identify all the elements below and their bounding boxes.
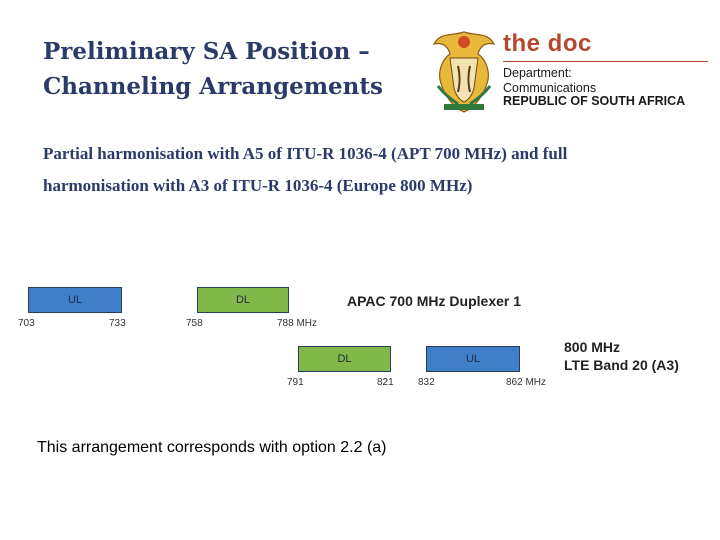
apac-ul-label: UL <box>67 294 83 306</box>
option-note: This arrangement corresponds with option… <box>37 439 387 456</box>
lte-ul-block: UL <box>426 346 520 372</box>
lte-dl-label: DL <box>337 353 352 365</box>
logo-dept-line-1: Department: <box>503 66 572 80</box>
lte-freq-832: 832 <box>418 377 435 388</box>
apac-freq-733: 733 <box>109 318 126 329</box>
logo-country: REPUBLIC OF SOUTH AFRICA <box>503 94 686 108</box>
lte-band-label-line-2: LTE Band 20 (A3) <box>564 357 679 373</box>
lte-freq-821: 821 <box>377 377 394 388</box>
coat-of-arms-icon <box>432 31 496 113</box>
lte-freq-791: 791 <box>287 377 304 388</box>
lte-band-label-line-1: 800 MHz <box>564 339 621 355</box>
lte-freq-862: 862 MHz <box>506 377 547 388</box>
lte-dl-block: DL <box>298 346 391 372</box>
logo-brand: the doc <box>503 30 592 57</box>
doc-logo: the doc Department: Communications REPUB… <box>430 28 708 114</box>
subtitle-line-1: Partial harmonisation with A5 of ITU-R 1… <box>43 144 568 163</box>
apac-dl-block: DL <box>197 287 289 313</box>
logo-department: Department: Communications <box>503 66 596 96</box>
slide-title: Preliminary SA Position – Channeling Arr… <box>43 34 383 104</box>
apac-freq-703: 703 <box>18 318 35 329</box>
lte-ul-label: UL <box>465 353 481 365</box>
apac-freq-788: 788 MHz <box>277 318 318 329</box>
slide-subtitle: Partial harmonisation with A5 of ITU-R 1… <box>43 138 663 202</box>
subtitle-line-2: harmonisation with A3 of ITU-R 1036-4 (E… <box>43 176 473 195</box>
apac-dl-label: DL <box>235 294 251 306</box>
apac-ul-block: UL <box>28 287 122 313</box>
apac-band-label: APAC 700 MHz Duplexer 1 <box>347 293 522 309</box>
logo-divider <box>503 61 708 62</box>
logo-dept-line-2: Communications <box>503 81 597 95</box>
apac-freq-758: 758 <box>186 318 203 329</box>
title-line-2: Channeling Arrangements <box>43 73 383 100</box>
title-line-1: Preliminary SA Position – <box>43 38 370 65</box>
lte-band-label: 800 MHz LTE Band 20 (A3) <box>564 338 679 374</box>
